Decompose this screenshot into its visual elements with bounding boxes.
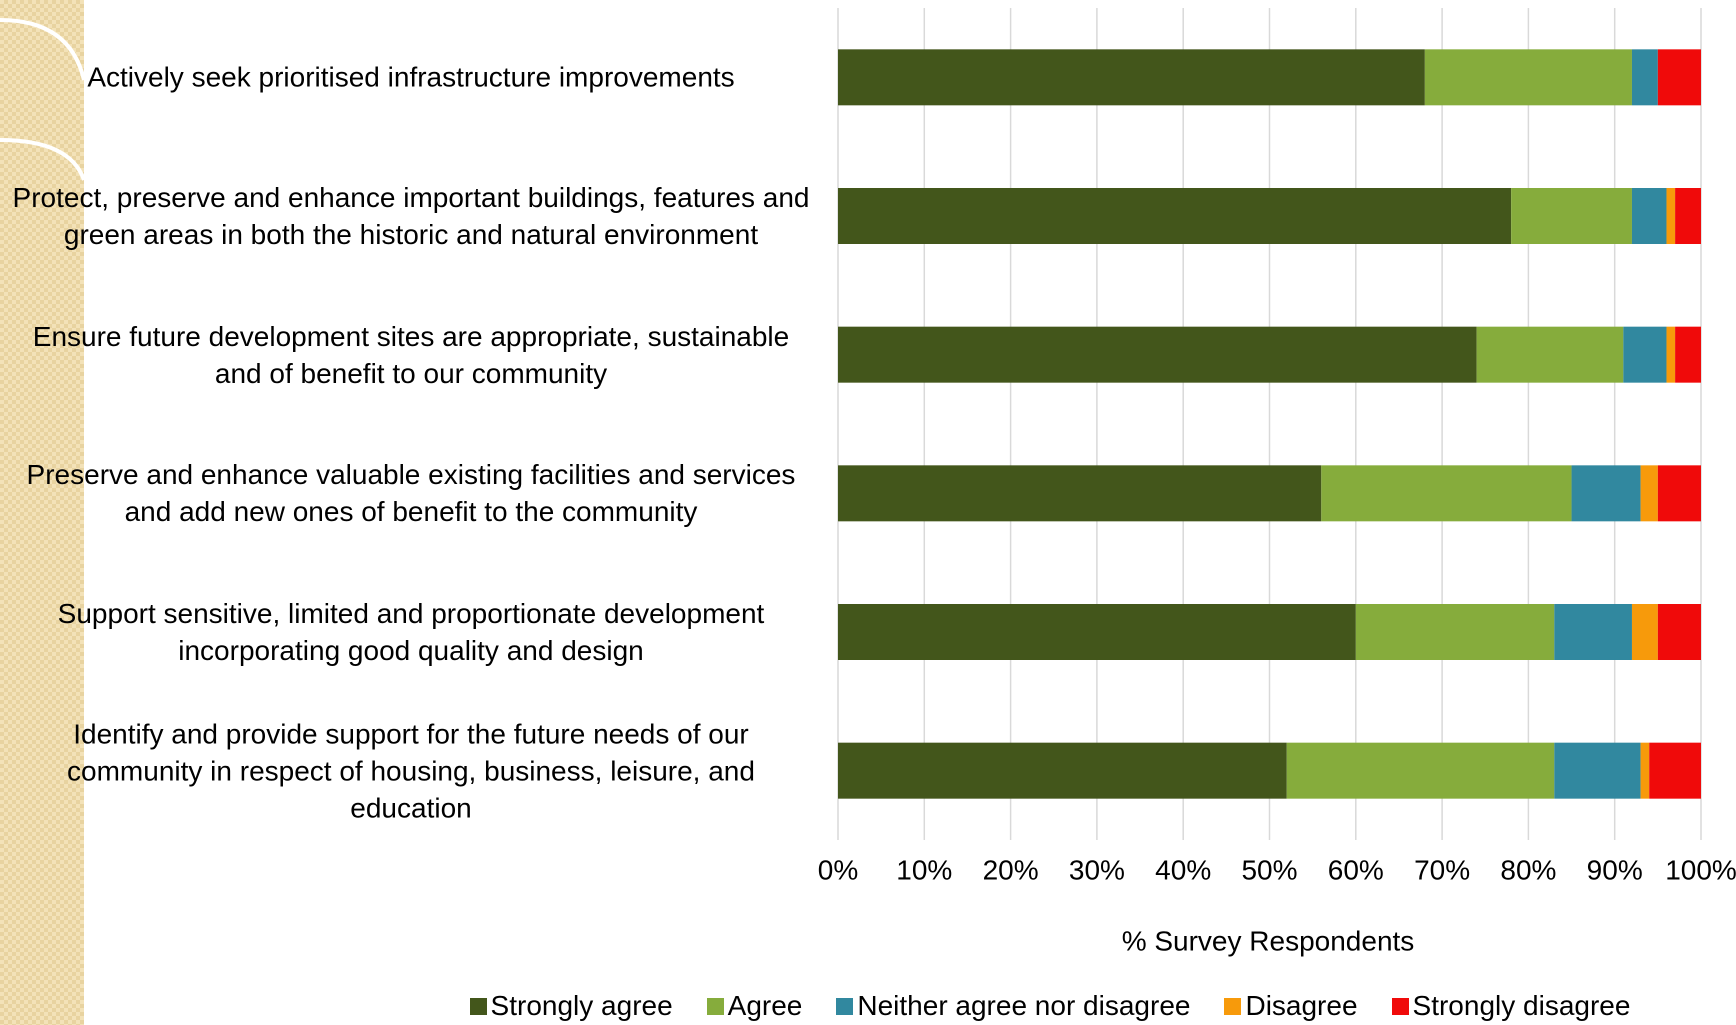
bar-segment bbox=[838, 465, 1322, 522]
y-tick-label: Preserve and enhance valuable existing f… bbox=[26, 459, 796, 528]
bar-segment bbox=[838, 604, 1356, 660]
legend-label: Strongly disagree bbox=[1412, 990, 1631, 1021]
bar-segment bbox=[1631, 188, 1667, 244]
legend-swatch bbox=[469, 997, 487, 1015]
bar-segment bbox=[1554, 742, 1641, 799]
legend-item: Strongly disagree bbox=[1391, 990, 1631, 1022]
bar-segment bbox=[1666, 188, 1676, 244]
x-tick-label: 100% bbox=[1665, 854, 1736, 885]
y-tick-label: Support sensitive, limited and proportio… bbox=[57, 598, 765, 666]
x-tick-label: 0% bbox=[818, 854, 858, 885]
bar-segment bbox=[1631, 604, 1658, 660]
bar-segment bbox=[1355, 604, 1555, 660]
x-tick-label: 70% bbox=[1414, 854, 1470, 885]
legend-item: Neither agree nor disagree bbox=[836, 990, 1190, 1022]
bar-segment bbox=[1286, 742, 1555, 799]
y-tick-label: Protect, preserve and enhance important … bbox=[12, 182, 810, 250]
bar-segment bbox=[838, 742, 1287, 799]
x-tick-label: 30% bbox=[1069, 854, 1125, 885]
bar-segment bbox=[1424, 49, 1632, 106]
bar-segment bbox=[838, 49, 1425, 106]
bar-segment bbox=[838, 188, 1512, 244]
decoration bbox=[0, 138, 86, 181]
bar-segment bbox=[1666, 326, 1676, 383]
legend-label: Strongly agree bbox=[490, 990, 673, 1021]
decorative-strip bbox=[0, 0, 84, 1025]
bar-segment bbox=[1649, 742, 1701, 799]
bar-segment bbox=[1511, 188, 1632, 244]
x-axis-title: % Survey Respondents bbox=[1122, 925, 1415, 956]
bar-segment bbox=[1571, 465, 1641, 522]
legend-label: Disagree bbox=[1245, 990, 1358, 1021]
legend-item: Disagree bbox=[1224, 990, 1358, 1022]
bar-segment bbox=[1640, 742, 1650, 799]
bar-segment bbox=[838, 326, 1477, 383]
decoration bbox=[0, 18, 86, 81]
legend-item: Strongly agree bbox=[469, 990, 673, 1022]
legend-swatch bbox=[1224, 997, 1242, 1015]
legend-swatch bbox=[706, 997, 724, 1015]
x-tick-label: 90% bbox=[1587, 854, 1643, 885]
bar-segment bbox=[1640, 465, 1658, 522]
bar-segment bbox=[1554, 604, 1632, 660]
bar-segment bbox=[1675, 188, 1701, 244]
x-tick-label: 10% bbox=[896, 854, 952, 885]
legend-swatch bbox=[1391, 997, 1409, 1015]
x-tick-label: 80% bbox=[1500, 854, 1556, 885]
bar-segment bbox=[1657, 604, 1701, 660]
bar-segment bbox=[1321, 465, 1572, 522]
bar-segment bbox=[1675, 326, 1701, 383]
y-tick-label: Ensure future development sites are appr… bbox=[32, 320, 790, 389]
legend: Strongly agree Agree Neither agree nor dis… bbox=[430, 990, 1670, 1022]
y-tick-label: Identify and provide support for the fut… bbox=[67, 718, 755, 824]
legend-label: Neither agree nor disagree bbox=[857, 990, 1191, 1021]
legend-label: Agree bbox=[727, 990, 803, 1021]
legend-item: Agree bbox=[706, 990, 803, 1022]
x-tick-label: 50% bbox=[1241, 854, 1297, 885]
x-tick-label: 60% bbox=[1328, 854, 1384, 885]
bar-segment bbox=[1657, 465, 1701, 522]
bar-segment bbox=[1623, 326, 1667, 383]
bar-segment bbox=[1476, 326, 1624, 383]
bar-segment bbox=[1657, 49, 1701, 106]
legend-swatch bbox=[836, 997, 854, 1015]
y-tick-label: Actively seek prioritised infrastructure… bbox=[87, 61, 735, 93]
bar-segment bbox=[1631, 49, 1658, 106]
x-tick-label: 40% bbox=[1155, 854, 1211, 885]
x-tick-label: 20% bbox=[983, 854, 1039, 885]
